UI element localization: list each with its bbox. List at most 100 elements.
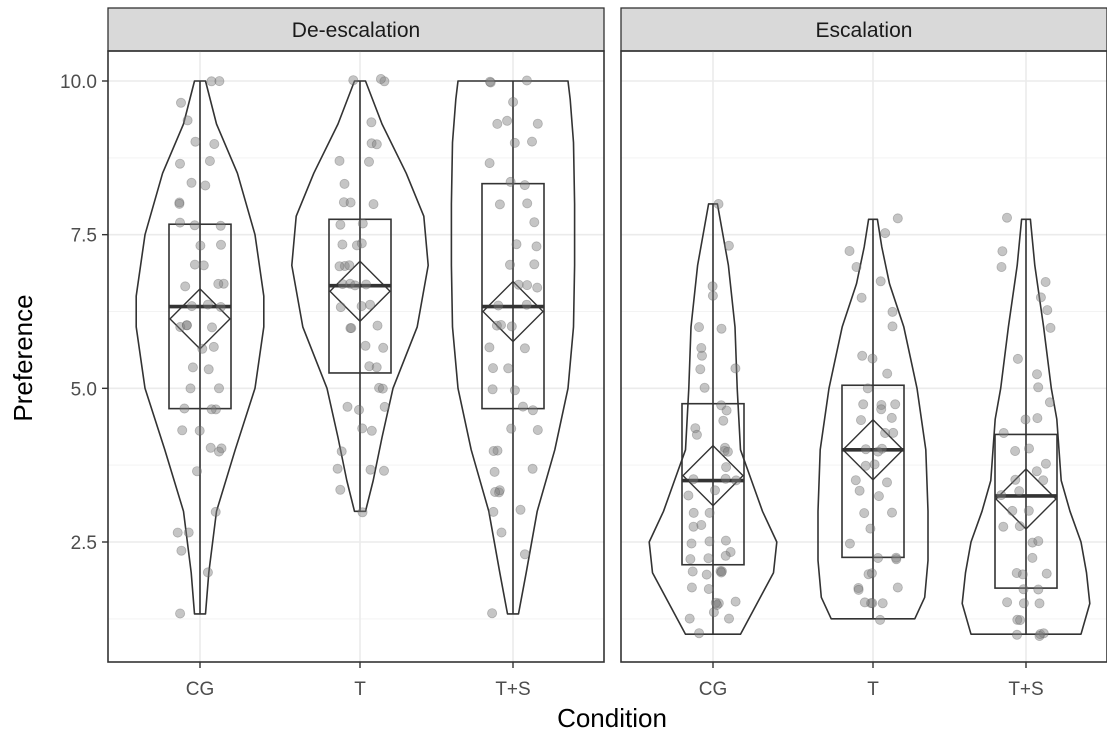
panels: De-escalation CG T T+S Escalation CG T T+S bbox=[107, 7, 1107, 700]
data-point bbox=[875, 276, 886, 287]
data-point bbox=[866, 598, 877, 609]
data-point bbox=[1042, 305, 1053, 316]
data-point bbox=[713, 598, 724, 609]
data-point bbox=[716, 400, 727, 411]
data-point bbox=[337, 239, 348, 250]
data-point bbox=[1023, 505, 1034, 516]
data-point bbox=[888, 427, 899, 438]
data-point bbox=[493, 487, 504, 498]
data-point bbox=[518, 401, 529, 412]
violin bbox=[817, 218, 929, 620]
data-point bbox=[377, 383, 388, 394]
data-point bbox=[529, 217, 540, 228]
data-point bbox=[1045, 322, 1056, 333]
data-point bbox=[349, 280, 360, 291]
data-point bbox=[1002, 212, 1013, 223]
x-tick-label: T+S bbox=[495, 679, 530, 700]
group-cg bbox=[135, 76, 265, 619]
data-point bbox=[503, 363, 514, 374]
data-point bbox=[335, 484, 346, 495]
data-point bbox=[1032, 413, 1043, 424]
data-point bbox=[213, 446, 224, 457]
data-point bbox=[1012, 614, 1023, 625]
data-point bbox=[1034, 598, 1045, 609]
data-point bbox=[1015, 615, 1026, 626]
data-point bbox=[696, 342, 707, 353]
data-point bbox=[186, 177, 197, 188]
x-tick-label: T bbox=[354, 679, 366, 700]
data-point bbox=[345, 323, 356, 334]
data-point bbox=[720, 442, 731, 453]
data-point bbox=[339, 260, 350, 271]
data-point bbox=[716, 567, 727, 578]
data-point bbox=[496, 527, 507, 538]
data-point bbox=[685, 554, 696, 565]
data-point bbox=[1044, 397, 1055, 408]
data-point bbox=[873, 553, 884, 564]
data-point bbox=[1002, 597, 1013, 608]
data-point bbox=[202, 299, 213, 310]
data-point bbox=[174, 217, 185, 228]
data-point bbox=[205, 442, 216, 453]
data-point bbox=[521, 75, 532, 86]
data-point bbox=[1031, 466, 1042, 477]
data-point bbox=[1040, 276, 1051, 287]
data-point bbox=[335, 302, 346, 313]
data-point bbox=[509, 137, 520, 148]
mean-diamond bbox=[482, 280, 544, 343]
data-point bbox=[364, 361, 375, 372]
data-point bbox=[710, 597, 721, 608]
data-point bbox=[175, 97, 186, 108]
data-point bbox=[345, 197, 356, 208]
data-point bbox=[1014, 521, 1025, 532]
mean-diamond bbox=[169, 287, 231, 350]
data-point bbox=[379, 76, 390, 87]
data-point bbox=[718, 415, 729, 426]
data-point bbox=[506, 321, 517, 332]
x-tick-label: CG bbox=[699, 679, 728, 700]
data-point bbox=[360, 340, 371, 351]
data-point bbox=[1033, 584, 1044, 595]
data-point bbox=[529, 259, 540, 270]
data-point bbox=[877, 598, 888, 609]
data-point bbox=[1020, 414, 1031, 425]
data-point bbox=[1010, 474, 1021, 485]
data-point bbox=[713, 198, 724, 209]
data-point bbox=[513, 279, 524, 290]
data-point bbox=[366, 117, 377, 128]
data-point bbox=[998, 427, 1009, 438]
data-point bbox=[194, 425, 205, 436]
data-point bbox=[996, 490, 1007, 501]
data-point bbox=[688, 521, 699, 532]
data-point bbox=[686, 538, 697, 549]
data-point bbox=[703, 584, 714, 595]
data-point bbox=[887, 507, 898, 518]
data-point bbox=[876, 399, 887, 410]
data-point bbox=[873, 491, 884, 502]
data-point bbox=[527, 136, 538, 147]
data-point bbox=[858, 399, 869, 410]
data-point bbox=[865, 523, 876, 534]
x-tick-label: T+S bbox=[1008, 679, 1043, 700]
data-point bbox=[875, 614, 886, 625]
data-point bbox=[876, 404, 887, 415]
data-point bbox=[725, 547, 736, 558]
data-point bbox=[213, 383, 224, 394]
data-point bbox=[208, 341, 219, 352]
data-point bbox=[214, 76, 225, 87]
data-point bbox=[859, 597, 870, 608]
data-point bbox=[490, 486, 501, 497]
data-point bbox=[886, 412, 897, 423]
data-point bbox=[716, 323, 727, 334]
data-point bbox=[379, 401, 390, 412]
data-point bbox=[375, 74, 386, 85]
x-tick-label: T bbox=[867, 679, 879, 700]
mean-diamond bbox=[995, 467, 1057, 530]
box bbox=[168, 223, 232, 410]
data-point bbox=[366, 425, 377, 436]
data-point bbox=[506, 423, 517, 434]
data-point bbox=[1007, 505, 1018, 516]
data-point bbox=[493, 300, 504, 311]
data-point bbox=[489, 466, 500, 477]
data-point bbox=[998, 521, 1009, 532]
